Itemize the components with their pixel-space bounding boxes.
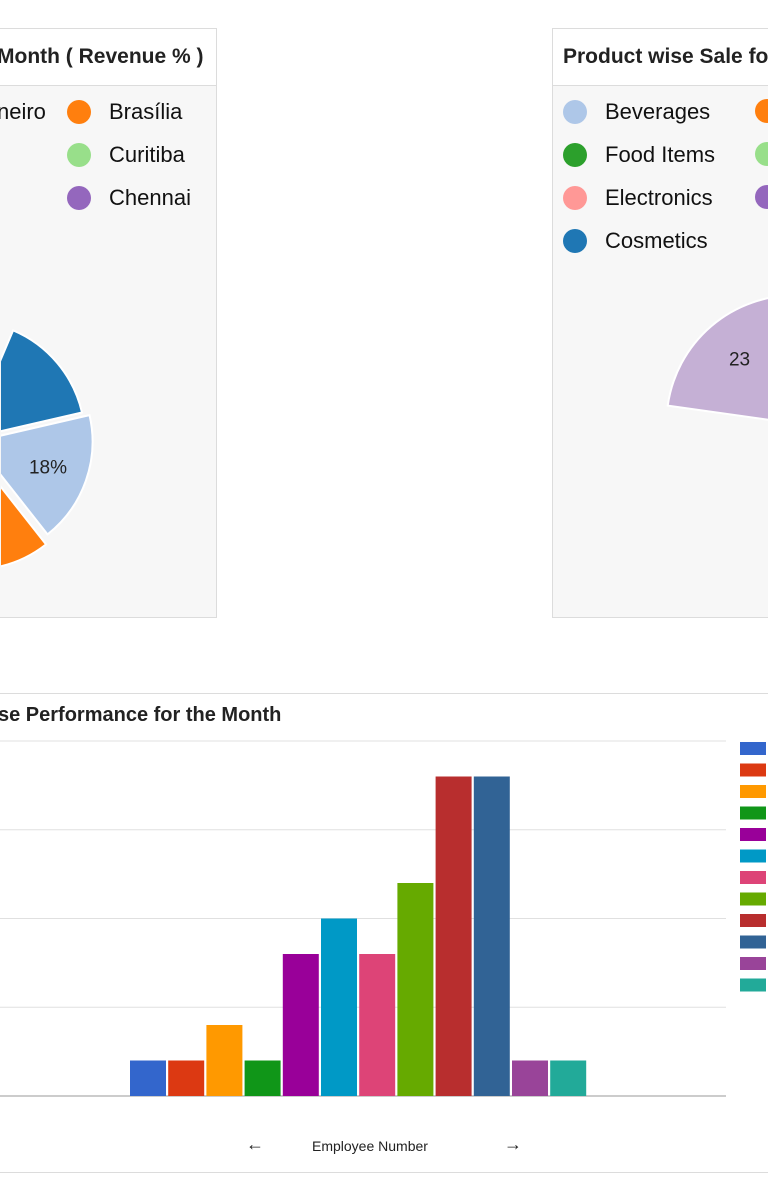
- legend-item-food-items[interactable]: Food Items: [563, 142, 715, 168]
- legend-dot: [67, 186, 91, 210]
- revenue-pie-title-bar: Month ( Revenue % ): [0, 29, 216, 86]
- legend-swatch: [740, 849, 766, 863]
- performance-bar-chart: [0, 740, 766, 1097]
- legend-label: Chennai: [109, 185, 191, 210]
- bar[interactable]: [130, 1060, 166, 1097]
- product-sale-pie-chart: 239%: [666, 295, 768, 423]
- bar[interactable]: [473, 776, 510, 1097]
- bar[interactable]: [435, 776, 472, 1097]
- product-sale-pie-panel: Product wise Sale fo Beverages Food Item…: [552, 28, 768, 618]
- legend-swatch: [740, 763, 766, 777]
- legend-dot: [563, 186, 587, 210]
- pie-slice[interactable]: [666, 295, 768, 423]
- legend-item-electronics[interactable]: Electronics: [563, 185, 713, 211]
- legend-swatch: [740, 785, 766, 798]
- next-arrow-icon[interactable]: →: [504, 1134, 522, 1154]
- performance-bar-panel: se Performance for the Month ← Employee …: [0, 693, 768, 1173]
- x-axis-label: Employee Number: [312, 1138, 428, 1154]
- bar[interactable]: [206, 1025, 243, 1096]
- legend-swatch: [740, 935, 766, 949]
- bar[interactable]: [282, 954, 319, 1096]
- legend-dot: [563, 143, 587, 167]
- legend-label: neiro: [0, 99, 46, 124]
- legend-item-curitiba[interactable]: Curitiba: [67, 142, 185, 168]
- previous-arrow-icon[interactable]: ←: [246, 1134, 264, 1154]
- legend-dot: [67, 143, 91, 167]
- bar[interactable]: [397, 883, 434, 1096]
- revenue-pie-title: Month ( Revenue % ): [0, 45, 204, 68]
- legend-item-neiro[interactable]: neiro: [0, 99, 46, 125]
- legend-swatch: [740, 742, 766, 755]
- legend-dot: [563, 100, 587, 124]
- bar[interactable]: [550, 1060, 587, 1097]
- legend-swatch: [740, 828, 766, 841]
- legend-label: Brasília: [109, 99, 183, 124]
- legend-swatch: [740, 957, 766, 970]
- bar[interactable]: [321, 918, 357, 1097]
- revenue-pie-panel: Month ( Revenue % ) neiro Brasília Curit…: [0, 28, 217, 618]
- legend-item-beverages[interactable]: Beverages: [563, 99, 710, 125]
- legend-label: Food Items: [605, 142, 716, 167]
- legend-label: Cosmetics: [605, 228, 708, 253]
- legend-dot: [67, 100, 91, 124]
- pie-slice-label: 23: [729, 349, 750, 370]
- legend-label: Electronics: [605, 185, 713, 210]
- pie-slice[interactable]: [1, 413, 94, 536]
- product-sale-pie-title: Product wise Sale fo: [563, 45, 768, 68]
- legend-item-brasilia[interactable]: Brasília: [67, 99, 182, 125]
- bar[interactable]: [244, 1060, 281, 1097]
- product-sale-pie-title-bar: Product wise Sale fo: [553, 29, 768, 86]
- legend-swatch: [740, 892, 766, 906]
- legend-dot-cropped: [755, 185, 768, 209]
- pie-slice[interactable]: [1, 452, 48, 568]
- legend-label: Beverages: [605, 99, 711, 124]
- legend-swatch: [740, 806, 766, 820]
- pie-slice[interactable]: [1, 329, 84, 439]
- legend-item-chennai[interactable]: Chennai: [67, 185, 191, 211]
- performance-bar-title: se Performance for the Month: [0, 704, 282, 726]
- legend-swatch: [740, 978, 766, 992]
- legend-dot-cropped: [755, 142, 768, 166]
- legend-item-cosmetics[interactable]: Cosmetics: [563, 228, 708, 254]
- bar[interactable]: [359, 954, 396, 1096]
- revenue-pie-chart: 18%: [1, 329, 94, 568]
- legend-dot: [563, 229, 587, 253]
- bar[interactable]: [168, 1060, 205, 1097]
- legend-swatch: [740, 914, 766, 927]
- pie-slice-label: 18%: [29, 458, 67, 479]
- legend-dot-cropped: [755, 99, 768, 123]
- legend-swatch: [740, 871, 766, 884]
- bar[interactable]: [512, 1060, 548, 1097]
- legend-label: Curitiba: [109, 142, 185, 167]
